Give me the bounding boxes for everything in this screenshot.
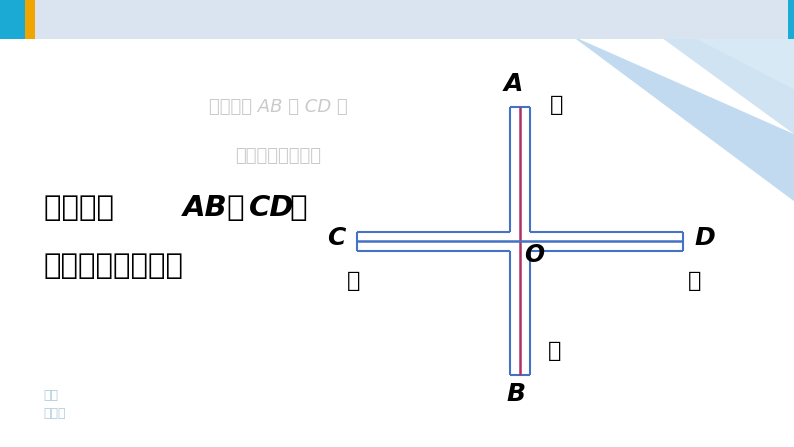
Text: AB: AB [183,194,227,222]
FancyBboxPatch shape [0,0,794,39]
Text: 北: 北 [550,95,564,115]
Text: 东: 东 [688,271,701,291]
Text: CD: CD [249,194,294,222]
Text: B: B [507,382,526,406]
Polygon shape [691,36,794,89]
Text: 西: 西 [347,271,360,291]
Polygon shape [572,36,794,201]
Text: A: A [504,72,523,96]
FancyBboxPatch shape [788,0,794,39]
Text: 想奋斗: 想奋斗 [44,407,66,420]
Text: 右图中的 AB 与 CD 有: 右图中的 AB 与 CD 有 [209,98,347,116]
FancyBboxPatch shape [25,0,35,39]
Text: 有: 有 [280,194,308,222]
Text: 为梦: 为梦 [44,389,59,402]
Text: D: D [695,226,715,250]
Text: 怎样的位置关系？: 怎样的位置关系？ [44,252,183,280]
Polygon shape [659,36,794,134]
FancyBboxPatch shape [0,0,25,39]
Text: 右图中的: 右图中的 [44,194,124,222]
Text: C: C [327,226,345,250]
Text: 与: 与 [217,194,255,222]
Text: O: O [524,243,545,267]
Text: 怎样的位置关系？: 怎样的位置关系？ [235,148,321,165]
Text: 南: 南 [548,341,561,361]
